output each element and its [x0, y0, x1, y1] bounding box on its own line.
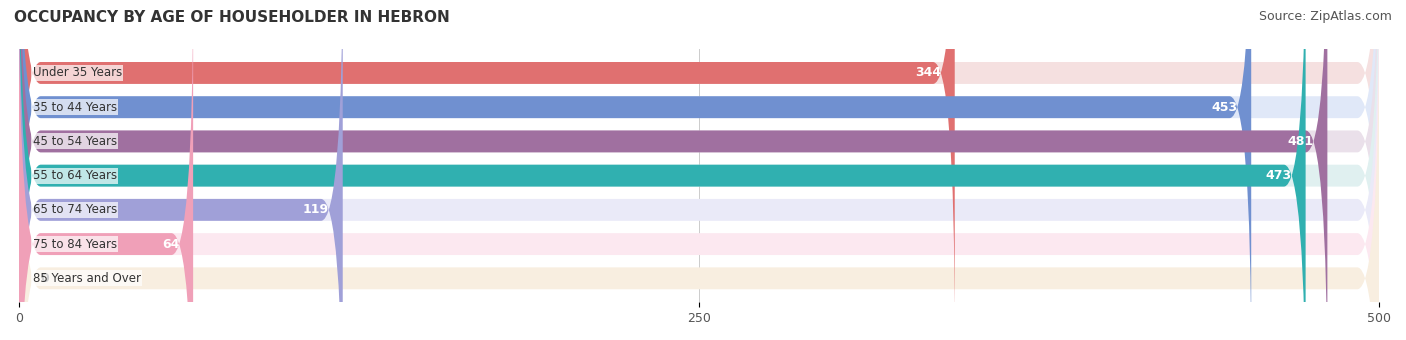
FancyBboxPatch shape [18, 0, 955, 336]
Text: 45 to 54 Years: 45 to 54 Years [32, 135, 117, 148]
FancyBboxPatch shape [18, 0, 1379, 340]
FancyBboxPatch shape [18, 15, 1379, 340]
Text: 473: 473 [1265, 169, 1292, 182]
Text: 453: 453 [1212, 101, 1237, 114]
FancyBboxPatch shape [18, 0, 1379, 340]
FancyBboxPatch shape [18, 0, 1327, 340]
Text: 35 to 44 Years: 35 to 44 Years [32, 101, 117, 114]
Text: 64: 64 [162, 238, 180, 251]
FancyBboxPatch shape [18, 0, 343, 340]
FancyBboxPatch shape [18, 0, 1379, 340]
Text: 0: 0 [41, 272, 49, 285]
Text: 75 to 84 Years: 75 to 84 Years [32, 238, 117, 251]
Text: Under 35 Years: Under 35 Years [32, 66, 122, 80]
Text: 55 to 64 Years: 55 to 64 Years [32, 169, 117, 182]
Text: 119: 119 [302, 203, 329, 216]
Text: Source: ZipAtlas.com: Source: ZipAtlas.com [1258, 10, 1392, 23]
FancyBboxPatch shape [18, 0, 193, 340]
Text: 481: 481 [1288, 135, 1313, 148]
Text: OCCUPANCY BY AGE OF HOUSEHOLDER IN HEBRON: OCCUPANCY BY AGE OF HOUSEHOLDER IN HEBRO… [14, 10, 450, 25]
FancyBboxPatch shape [18, 0, 1251, 340]
FancyBboxPatch shape [18, 0, 1379, 336]
Text: 85 Years and Over: 85 Years and Over [32, 272, 141, 285]
Text: 65 to 74 Years: 65 to 74 Years [32, 203, 117, 216]
FancyBboxPatch shape [18, 0, 1379, 340]
FancyBboxPatch shape [18, 0, 1379, 340]
Text: 344: 344 [915, 66, 941, 80]
FancyBboxPatch shape [18, 0, 1306, 340]
